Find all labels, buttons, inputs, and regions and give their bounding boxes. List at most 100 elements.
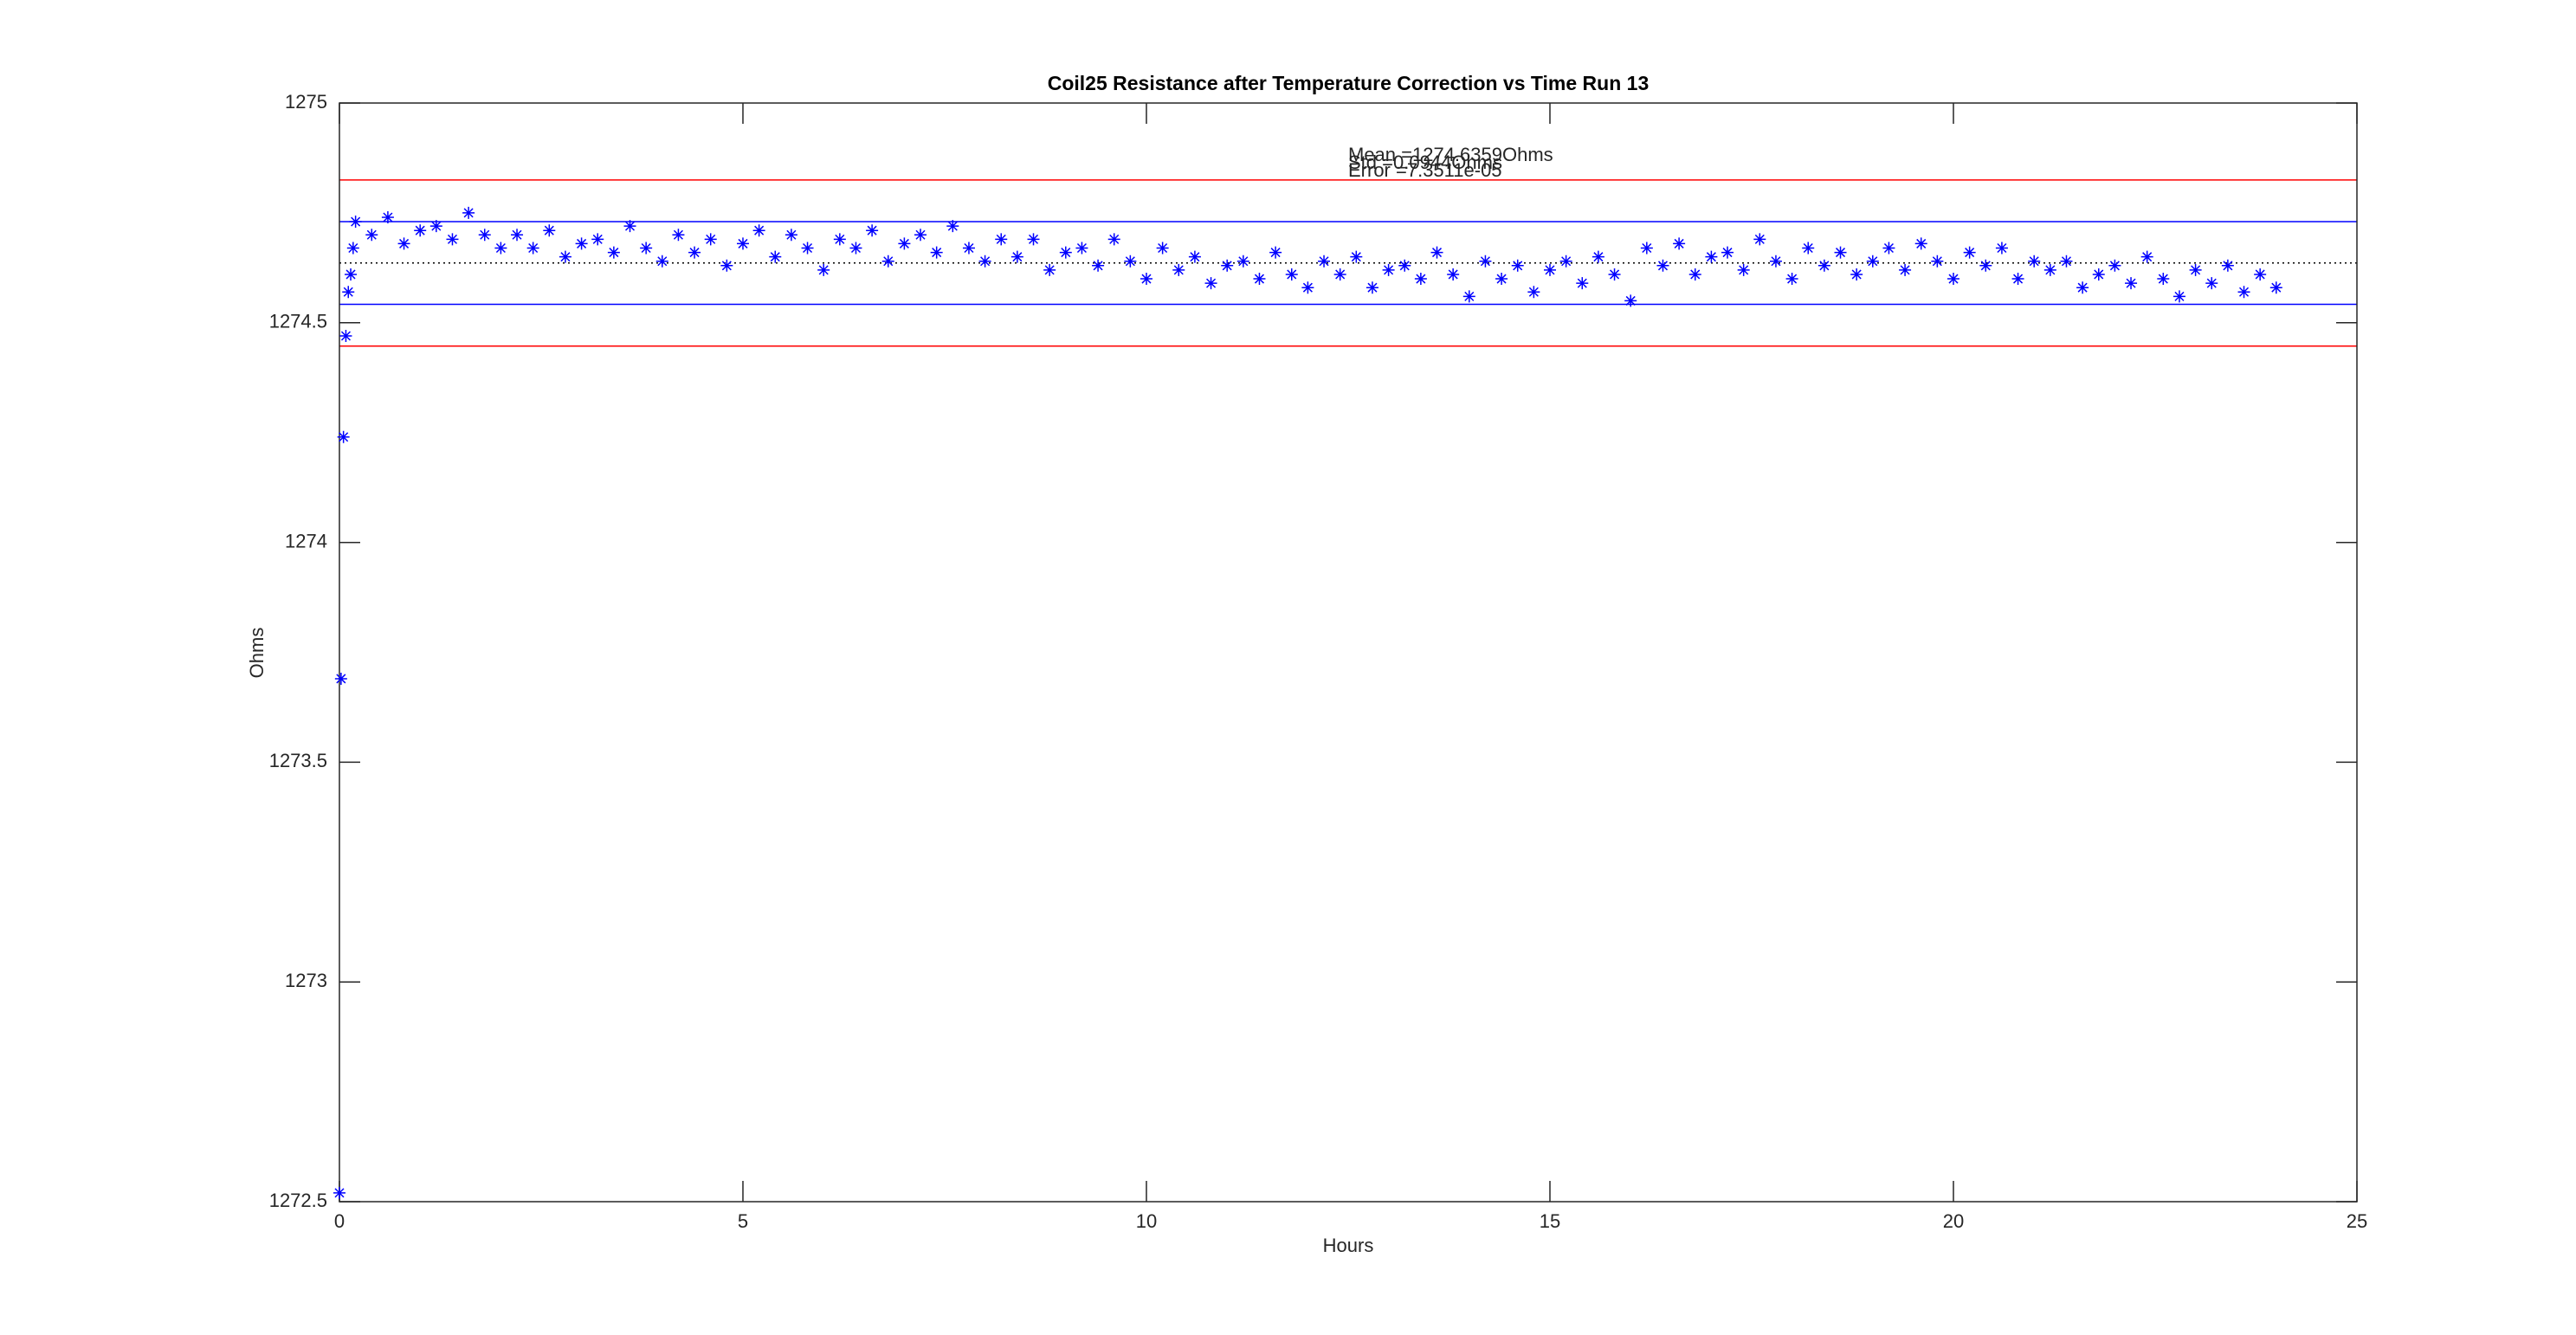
data-point (1608, 268, 1621, 281)
data-point (1850, 268, 1863, 281)
data-point (1075, 242, 1088, 255)
data-point (1365, 281, 1378, 294)
data-point (1656, 259, 1669, 272)
data-point (962, 242, 975, 255)
data-point (381, 210, 394, 223)
data-point (1333, 268, 1346, 281)
data-point (462, 206, 475, 219)
data-point (397, 237, 410, 250)
data-point (655, 255, 668, 268)
data-point (849, 242, 862, 255)
data-point (640, 242, 653, 255)
data-point (1640, 242, 1653, 255)
data-point (337, 430, 350, 443)
data-point (1834, 246, 1847, 259)
data-point (1092, 259, 1105, 272)
data-point (1010, 250, 1023, 263)
annotation: Mean =1274.6359Ohms (1348, 144, 1553, 165)
data-point (1059, 246, 1072, 259)
data-point (558, 250, 571, 263)
data-point (866, 224, 879, 237)
data-point (591, 233, 604, 246)
data-point (1882, 242, 1895, 255)
data-point (1318, 255, 1331, 268)
data-point (2189, 263, 2202, 276)
data-point (511, 229, 524, 242)
data-point (1769, 255, 1782, 268)
data-point (1737, 263, 1750, 276)
data-point (1124, 255, 1137, 268)
chart-title: Coil25 Resistance after Temperature Corr… (1048, 72, 1650, 94)
data-point (414, 224, 427, 237)
data-point (881, 255, 894, 268)
data-point (1914, 237, 1927, 250)
x-tick-label: 25 (2347, 1210, 2367, 1232)
data-point (817, 263, 830, 276)
axes-box (339, 102, 2358, 1203)
data-point (1817, 259, 1830, 272)
data-point (1043, 263, 1056, 276)
data-point (1285, 268, 1298, 281)
data-point (623, 220, 636, 233)
data-point (446, 233, 459, 246)
y-axis-label: Ohms (246, 628, 268, 679)
data-point (1398, 259, 1411, 272)
x-tick-label: 15 (1540, 1210, 1560, 1232)
data-point (1350, 250, 1363, 263)
y-tick-label: 1274 (285, 530, 327, 551)
annotation: Std =0.0944Ohms (1348, 152, 1502, 173)
data-point (2254, 268, 2267, 281)
data-point (607, 246, 620, 259)
data-point (1705, 250, 1718, 263)
data-point (543, 224, 556, 237)
y-tick-label: 1272.5 (269, 1190, 327, 1211)
data-point (2076, 281, 2089, 294)
data-point (1785, 273, 1798, 286)
data-point (978, 255, 991, 268)
data-point (2092, 268, 2105, 281)
data-point (334, 672, 347, 685)
data-point (1544, 263, 1556, 276)
x-tick-label: 20 (1943, 1210, 1964, 1232)
data-point (1576, 277, 1589, 290)
data-point (1301, 281, 1314, 294)
data-point (1269, 246, 1282, 259)
data-point (494, 242, 507, 255)
x-tick-label: 5 (738, 1210, 748, 1232)
data-point (1027, 233, 1040, 246)
data-point (720, 259, 733, 272)
data-point (1591, 250, 1604, 263)
y-tick-label: 1273.5 (269, 750, 327, 771)
data-point (365, 229, 378, 242)
data-point (1995, 242, 2008, 255)
data-point (1253, 273, 1266, 286)
data-point (688, 246, 701, 259)
data-point (704, 233, 717, 246)
data-point (1624, 294, 1637, 307)
y-tick-label: 1275 (285, 91, 327, 113)
data-point (333, 1186, 345, 1199)
data-point (946, 220, 959, 233)
x-tick-label: 10 (1136, 1210, 1157, 1232)
data-point (1495, 273, 1508, 286)
data-point (2028, 255, 2041, 268)
data-point (478, 229, 491, 242)
data-point (342, 286, 355, 299)
data-point (1511, 259, 1524, 272)
data-point (995, 233, 1008, 246)
data-point (2125, 277, 2138, 290)
data-point (1673, 237, 1686, 250)
data-point (349, 216, 362, 229)
data-point (1479, 255, 1492, 268)
data-point (1866, 255, 1879, 268)
x-tick-label: 0 (334, 1210, 345, 1232)
data-point (2140, 250, 2153, 263)
data-point (1527, 286, 1540, 299)
data-point (575, 237, 588, 250)
data-point (1447, 268, 1460, 281)
data-point (345, 268, 358, 281)
data-point (898, 237, 911, 250)
